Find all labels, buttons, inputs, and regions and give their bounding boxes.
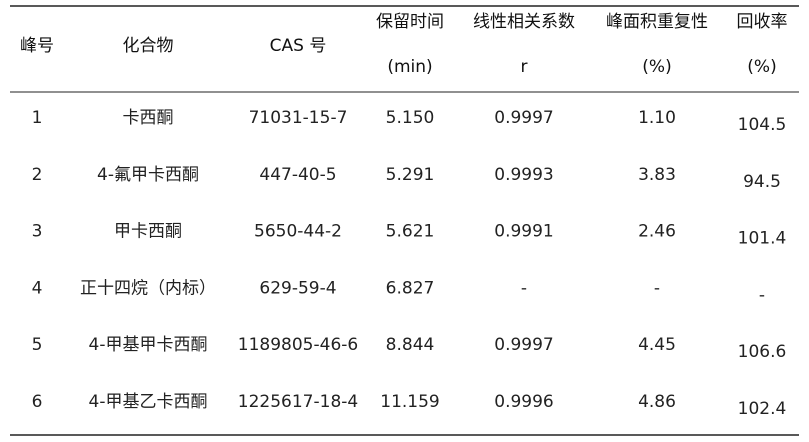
- header-cell: 峰号: [20, 36, 54, 56]
- header-cell: r: [521, 57, 528, 77]
- header-cell: (min): [387, 57, 432, 77]
- table-cell: 104.5: [738, 115, 787, 135]
- table-cell: 101.4: [738, 229, 787, 249]
- table-cell: 正十四烷（内标）: [80, 278, 216, 298]
- table-cell: 3.83: [638, 165, 676, 185]
- header-cell: 峰面积重复性: [606, 12, 708, 32]
- table-cell: 4.45: [638, 335, 676, 355]
- table-cell: 11.159: [380, 392, 439, 412]
- table-cell: 0.9991: [494, 222, 553, 242]
- table-cell: 629-59-4: [259, 278, 336, 298]
- table-cell: 447-40-5: [259, 165, 336, 185]
- table-cell: 5.621: [386, 222, 435, 242]
- table-cell: 106.6: [738, 342, 787, 362]
- header-cell: 保留时间: [376, 12, 444, 32]
- table-cell: 8.844: [386, 335, 435, 355]
- table-cell: 5650-44-2: [254, 222, 342, 242]
- table-cell: -: [654, 278, 660, 298]
- table-cell: 2.46: [638, 222, 676, 242]
- table-cell: 4-甲基甲卡西酮: [89, 335, 208, 355]
- table-cell: 1225617-18-4: [238, 392, 358, 412]
- table-cell: 102.4: [738, 399, 787, 419]
- table-cell: 4.86: [638, 392, 676, 412]
- table-cell: 1189805-46-6: [238, 335, 358, 355]
- table-cell: 0.9997: [494, 335, 553, 355]
- table-cell: 0.9996: [494, 392, 553, 412]
- table-cell: 4-甲基乙卡西酮: [89, 392, 208, 412]
- table-cell: 2: [32, 165, 43, 185]
- header-cell: CAS 号: [270, 36, 327, 56]
- header-cell: (%): [747, 57, 776, 77]
- table-cell: 4-氟甲卡西酮: [97, 165, 199, 185]
- table-cell: 6: [32, 392, 43, 412]
- table-cell: 1: [32, 108, 43, 128]
- table-cell: 0.9993: [494, 165, 553, 185]
- header-cell: 线性相关系数: [473, 12, 575, 32]
- table-cell: 4: [32, 278, 43, 298]
- header-cell: 回收率: [737, 12, 788, 32]
- header-cell: 化合物: [123, 36, 174, 56]
- table-cell: 0.9997: [494, 108, 553, 128]
- table-cell: 卡西酮: [123, 108, 174, 128]
- table-cell: -: [759, 285, 765, 305]
- table-cell: 3: [32, 222, 43, 242]
- table-cell: 5: [32, 335, 43, 355]
- header-cell: (%): [642, 57, 671, 77]
- table-cell: 6.827: [386, 278, 435, 298]
- table-cell: 71031-15-7: [249, 108, 348, 128]
- table-cell: 5.291: [386, 165, 435, 185]
- table-cell: 5.150: [386, 108, 435, 128]
- table-cell: -: [521, 278, 527, 298]
- table-cell: 94.5: [743, 172, 781, 192]
- table-cell: 1.10: [638, 108, 676, 128]
- table-cell: 甲卡西酮: [114, 222, 182, 242]
